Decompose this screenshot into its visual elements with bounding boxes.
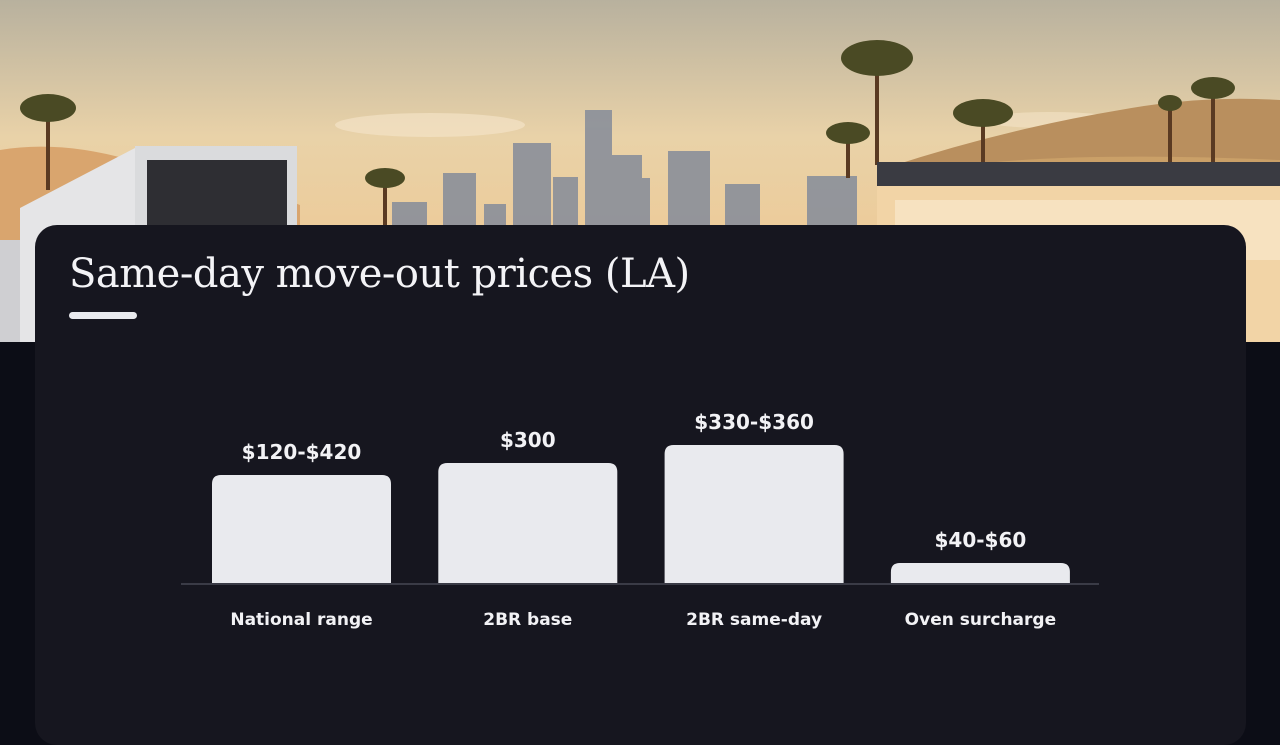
category-label: 2BR base: [483, 610, 572, 630]
bar-value-label: $300: [500, 428, 556, 452]
bar-value-label: $40-$60: [935, 528, 1027, 552]
title-underline: [69, 312, 137, 319]
bar-2br-base: [438, 463, 618, 583]
bar-value-label: $120-$420: [242, 440, 362, 464]
bar-2br-same-day: [664, 445, 844, 583]
category-label: Oven surcharge: [905, 610, 1056, 630]
category-label: National range: [230, 610, 372, 630]
category-label: 2BR same-day: [686, 610, 822, 630]
chart-card: Same-day move-out prices (LA) $120-$420 N…: [35, 225, 1246, 745]
bar-value-label: $330-$360: [694, 410, 814, 434]
bar-oven-surcharge: [890, 563, 1070, 583]
chart-title: Same-day move-out prices (LA): [69, 251, 690, 297]
bar-national-range: [212, 475, 391, 583]
bar-chart: $120-$420 National range $300 2BR base $330-…: [181, 410, 1099, 630]
